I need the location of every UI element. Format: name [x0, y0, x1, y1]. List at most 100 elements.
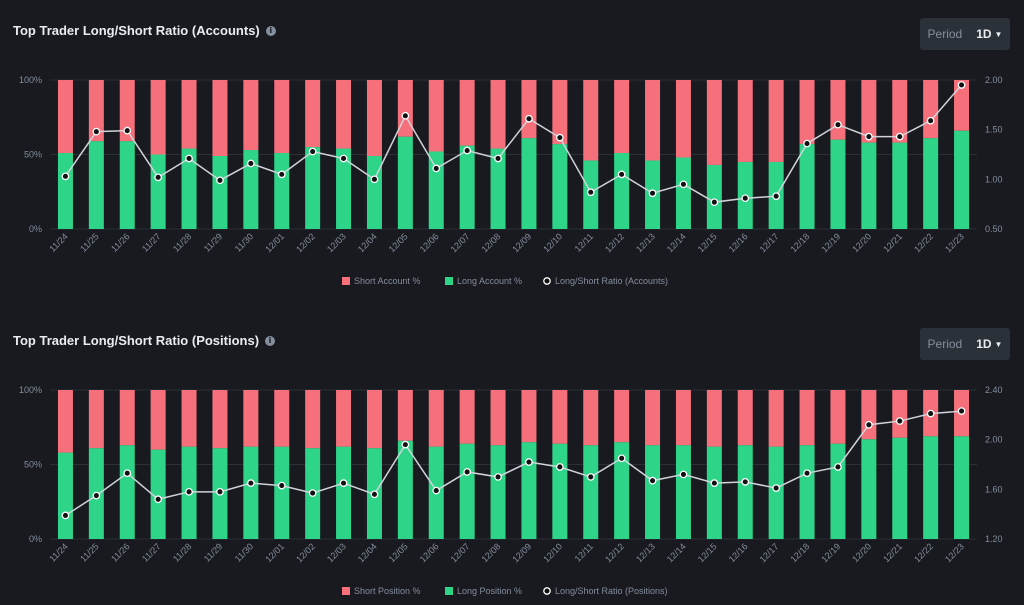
short-bar [366, 390, 382, 449]
short-bar [57, 390, 73, 453]
ratio-point [61, 511, 70, 520]
ratio-point [803, 139, 811, 148]
x-tick-label: 11/25 [78, 231, 101, 254]
x-tick-label: 11/30 [233, 541, 256, 564]
x-tick-label: 12/18 [788, 541, 811, 564]
x-tick-label: 11/29 [202, 541, 225, 564]
long-bar [57, 153, 73, 229]
x-tick-label: 12/19 [819, 541, 842, 564]
ratio-point [679, 180, 688, 189]
x-tick-label: 11/26 [109, 231, 132, 254]
x-tick-label: 12/14 [665, 541, 688, 564]
x-tick-label: 12/13 [634, 231, 657, 254]
positions-panel: Top Trader Long/Short Ratio (Positions) … [0, 310, 1024, 605]
accounts-chart: 0% 50% 100% 0.50 1.00 1.50 2.00 11/24 11/25 11/26… [19, 75, 1003, 286]
short-bar [645, 80, 661, 161]
ratio-point [926, 409, 935, 418]
ratio-point [463, 468, 471, 476]
short-bar [799, 80, 815, 145]
long-bar [366, 155, 382, 229]
legend-label-short: Short Position % [354, 586, 421, 596]
long-bar [923, 436, 939, 539]
x-tick-label: 11/25 [78, 541, 101, 564]
x-tick-label: 11/28 [171, 231, 194, 254]
short-bar [212, 390, 228, 449]
accounts-period-selector[interactable]: Period 1D ▼ [920, 18, 1010, 50]
legend-swatch-ratio [543, 277, 551, 285]
x-tick-label: 12/07 [449, 231, 472, 254]
ratio-point [494, 154, 502, 163]
x-tick-label: 12/01 [263, 541, 286, 564]
caret-down-icon: ▼ [994, 29, 1003, 39]
x-tick-label: 11/30 [233, 231, 256, 254]
short-bar [397, 390, 413, 441]
ratio-point [370, 490, 379, 499]
ratio-point [741, 194, 750, 203]
short-bar [737, 80, 753, 162]
y-right-tick-label: 2.00 [985, 435, 1003, 445]
ratio-point [92, 491, 101, 500]
x-tick-label: 12/12 [603, 541, 626, 564]
info-icon[interactable]: i [265, 25, 276, 36]
long-bar [861, 439, 877, 539]
long-bar [88, 141, 104, 229]
positions-period-selector[interactable]: Period 1D ▼ [920, 328, 1010, 360]
ratio-point [277, 170, 286, 179]
short-bar [583, 390, 599, 446]
ratio-point [710, 198, 719, 207]
short-bar [305, 390, 321, 449]
x-tick-label: 12/19 [819, 231, 842, 254]
ratio-point [957, 81, 966, 89]
short-bar [830, 80, 846, 140]
short-bar [614, 80, 630, 154]
ratio-point [401, 440, 410, 449]
long-bar [923, 138, 939, 229]
short-bar [490, 80, 506, 149]
short-bar [645, 390, 661, 446]
short-bar [274, 390, 290, 447]
x-tick-label: 12/14 [665, 231, 688, 254]
long-bar [428, 151, 444, 229]
ratio-point [247, 479, 255, 487]
legend-swatch-short [342, 587, 350, 595]
short-bar [150, 390, 166, 450]
ratio-point [864, 132, 873, 141]
long-bar [243, 446, 259, 539]
ratio-point [586, 188, 595, 197]
ratio-point [339, 154, 348, 163]
long-bar [675, 445, 691, 539]
x-tick-label: 12/11 [573, 541, 596, 564]
long-bar [243, 150, 259, 229]
short-bar [706, 390, 722, 447]
y-right-tick-label: 2.40 [985, 385, 1003, 395]
x-tick-label: 12/06 [418, 231, 441, 254]
short-bar [583, 80, 599, 161]
caret-down-icon: ▼ [994, 339, 1003, 349]
x-tick-label: 12/05 [387, 541, 410, 564]
x-tick-label: 12/23 [943, 231, 966, 254]
ratio-point [772, 484, 781, 492]
ratio-point [895, 417, 904, 425]
x-tick-label: 11/24 [47, 541, 70, 564]
ratio-point [247, 159, 255, 168]
short-bar [119, 390, 135, 446]
legend-label-short: Short Account % [354, 276, 421, 286]
short-bar [521, 80, 537, 139]
x-tick-label: 11/26 [109, 541, 132, 564]
x-tick-label: 11/27 [140, 541, 163, 564]
x-tick-label: 12/16 [727, 231, 750, 254]
long-bar [119, 445, 135, 539]
short-bar [243, 80, 259, 151]
short-bar [675, 80, 691, 158]
ratio-point [216, 487, 224, 496]
long-bar [274, 153, 290, 229]
short-bar [521, 390, 537, 443]
ratio-point [308, 489, 317, 497]
long-bar [830, 139, 846, 229]
legend-swatch-ratio [543, 587, 551, 595]
info-icon[interactable]: i [265, 335, 276, 346]
long-bar [336, 446, 352, 539]
y-left-tick-label: 0% [29, 224, 42, 234]
long-bar [305, 147, 321, 229]
legend-swatch-long [445, 587, 453, 595]
